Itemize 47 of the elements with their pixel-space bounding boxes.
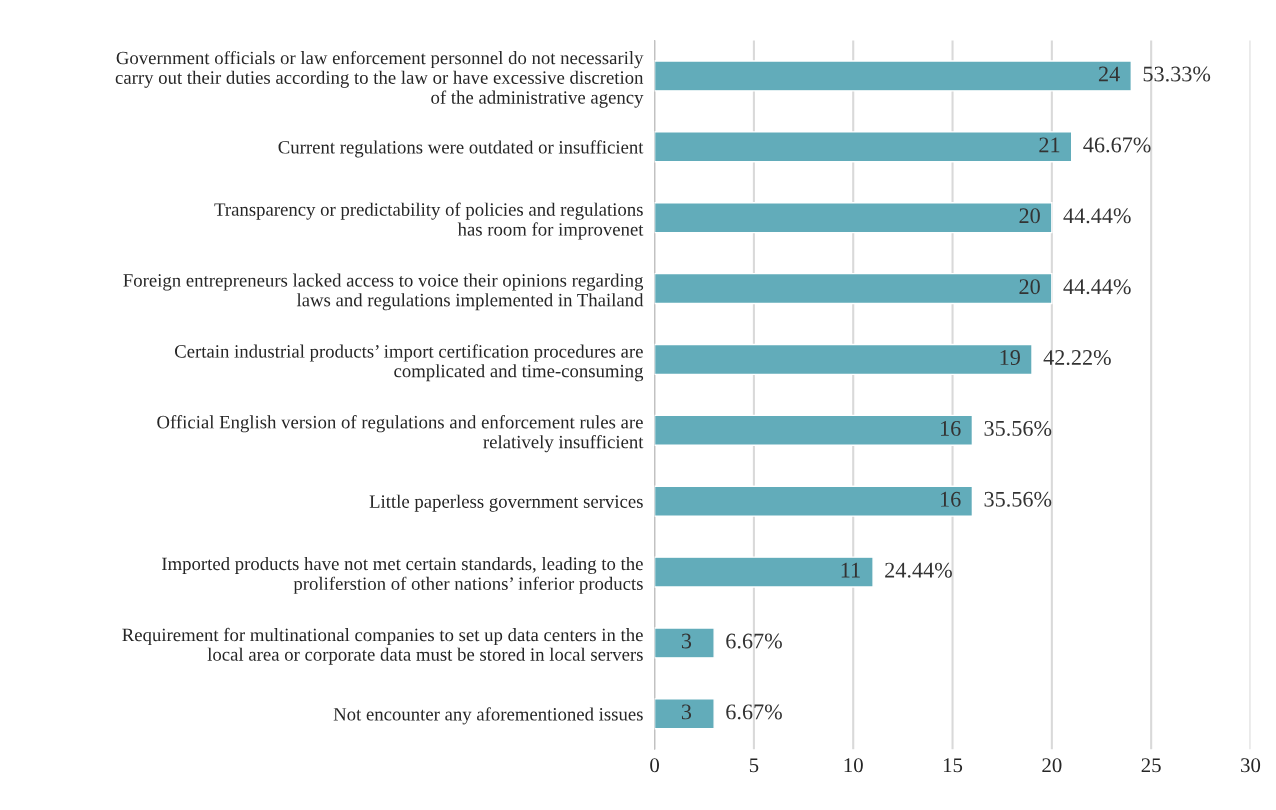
data-label: 3 [681,704,692,720]
y-tick-label: Little paperless government services [369,494,643,512]
y-tick-label: Transparency or predictability of policies and regulations has room for improvenet [214,202,644,240]
data-label: 24 [1098,66,1120,82]
bar [654,556,874,588]
x-tick-label: 5 [749,758,759,773]
annotation: 42.22% [1043,350,1111,366]
bar [654,131,1073,163]
bar [654,698,715,730]
x-tick-label: 25 [1141,758,1161,773]
annotation: 53.33% [1143,66,1211,82]
data-label: 3 [681,633,692,649]
data-label: 11 [841,562,860,578]
data-label: 20 [1019,279,1040,295]
data-label: 16 [941,420,961,436]
y-tick-label: Not encounter any aforementioned issues [333,707,643,725]
bar [654,627,715,659]
y-tick-label: Official English version of regulations and enforcement rules are relatively insufficient [157,415,644,453]
annotation: 35.56% [984,420,1052,436]
bar [654,202,1053,234]
y-tick-label: Current regulations were outdated or insufficient [278,140,644,158]
annotation: 35.56% [984,491,1052,507]
x-tick-label: 30 [1241,758,1261,773]
annotation: 44.44% [1063,208,1131,224]
y-tick-label: Requirement for multinational companies to set up data centers in the local area or corporate data must be stored in local servers [122,627,643,665]
bar [654,485,974,517]
y-tick-label: Government officials or law enforcement personnel do not necessarily carry out their duties according to the law or have excessive discretion of the administrative agency [115,50,644,108]
data-label: 20 [1019,208,1040,224]
y-tick-label: Imported products have not met certain standards, leading to the proliferstion of other nations’ inferior products [162,556,643,594]
annotation: 44.44% [1063,279,1131,295]
y-tick-label: Certain industrial products’ import certification procedures are complicated and time-consuming [174,344,644,382]
annotation: 6.67% [726,633,782,649]
x-tick-label: 20 [1042,758,1062,773]
bar [654,343,1033,376]
y-tick-label: Foreign entrepreneurs lacked access to voice their opinions regarding laws and regulations implemented in Thailand [123,273,644,311]
data-label: 21 [1039,137,1060,153]
annotation: 24.44% [885,562,952,578]
bar [654,60,1132,92]
bar [654,272,1053,305]
x-tick-label: 0 [650,758,659,773]
annotation: 46.67% [1083,137,1151,153]
annotation: 6.67% [726,704,782,720]
data-label: 19 [1000,350,1020,365]
bar [654,414,974,446]
x-tick-label: 15 [943,758,963,773]
data-label: 16 [941,491,961,507]
x-tick-label: 10 [844,758,863,773]
